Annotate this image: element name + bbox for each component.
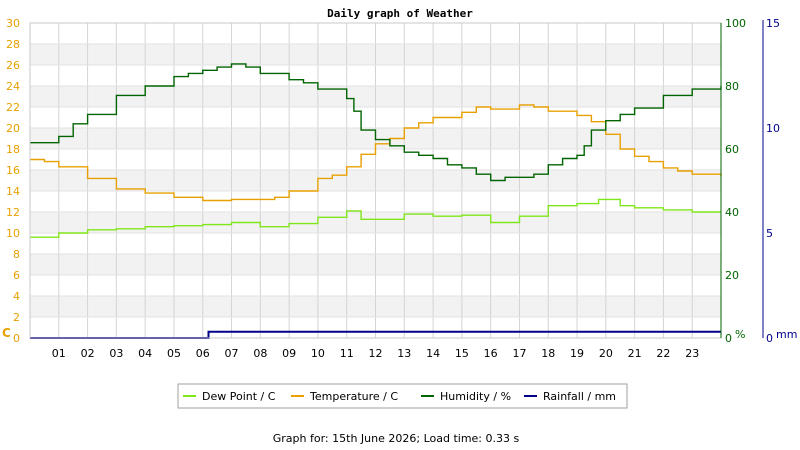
series-line-0 [30, 198, 721, 238]
chart-footer: Graph for: 15th June 2026; Load time: 0.… [273, 432, 520, 445]
x-tick-label: 18 [541, 347, 555, 360]
rainfall-tick-label: 5 [766, 227, 773, 240]
x-tick-label: 21 [628, 347, 642, 360]
legend: Dew Point / C Temperature / C Humidity / %… [177, 383, 628, 409]
humidity-tick-label: 0 [725, 332, 732, 345]
left-tick-label: 8 [13, 248, 20, 261]
humidity-tick-label: 40 [725, 206, 739, 219]
legend-label: Temperature / C [309, 390, 398, 403]
left-tick-label: 26 [6, 59, 20, 72]
axis-labels: 01 02 03 04 05 06 07 08 09 10 11 12 13 14 15 16 17 18 19 20… [2, 17, 797, 360]
x-tick-label: 15 [455, 347, 469, 360]
rainfall-tick-label: 15 [766, 17, 780, 30]
series-line-1 [30, 104, 722, 202]
x-tick-label: 09 [282, 347, 296, 360]
legend-box [177, 383, 628, 409]
x-tick-label: 16 [484, 347, 498, 360]
x-tick-label: 06 [196, 347, 210, 360]
left-tick-label: 22 [6, 101, 20, 114]
humidity-tick-label: 20 [725, 269, 739, 282]
rainfall-tick-label: 10 [766, 122, 780, 135]
series-line-2 [30, 63, 722, 182]
humidity-tick-label: 60 [725, 143, 739, 156]
left-tick-label: 14 [6, 185, 20, 198]
plot-axes [29, 20, 764, 339]
x-tick-label: 12 [369, 347, 383, 360]
x-tick-label: 23 [685, 347, 699, 360]
left-tick-label: 30 [6, 17, 20, 30]
x-tick-label: 02 [81, 347, 95, 360]
legend-label: Humidity / % [440, 390, 511, 403]
x-tick-label: 03 [109, 347, 123, 360]
left-tick-label: 12 [6, 206, 20, 219]
x-tick-label: 05 [167, 347, 181, 360]
x-tick-label: 08 [253, 347, 267, 360]
x-tick-label: 04 [138, 347, 152, 360]
chart-title: Daily graph of Weather [327, 7, 473, 20]
left-tick-label: 2 [13, 311, 20, 324]
x-tick-label: 01 [52, 347, 66, 360]
x-tick-label: 20 [599, 347, 613, 360]
x-tick-label: 19 [570, 347, 584, 360]
left-tick-label: 6 [13, 269, 20, 282]
humidity-tick-label: 100 [725, 17, 746, 30]
left-tick-label: 18 [6, 143, 20, 156]
x-tick-label: 11 [340, 347, 354, 360]
left-tick-label: 0 [13, 332, 20, 345]
left-tick-label: 4 [13, 290, 20, 303]
x-tick-label: 13 [397, 347, 411, 360]
left-tick-label: 28 [6, 38, 20, 51]
x-tick-label: 22 [656, 347, 670, 360]
humidity-axis-unit: % [735, 328, 745, 341]
legend-label: Dew Point / C [202, 390, 276, 403]
left-tick-label: 16 [6, 164, 20, 177]
left-axis-unit: C [2, 326, 11, 340]
rainfall-axis-unit: mm [776, 328, 797, 341]
left-tick-label: 24 [6, 80, 20, 93]
x-tick-label: 07 [225, 347, 239, 360]
rainfall-tick-label: 0 [766, 332, 773, 345]
left-tick-label: 10 [6, 227, 20, 240]
x-tick-label: 17 [512, 347, 526, 360]
left-tick-label: 20 [6, 122, 20, 135]
x-tick-label: 10 [311, 347, 325, 360]
humidity-tick-label: 80 [725, 80, 739, 93]
x-tick-label: 14 [426, 347, 440, 360]
legend-label: Rainfall / mm [543, 390, 616, 403]
